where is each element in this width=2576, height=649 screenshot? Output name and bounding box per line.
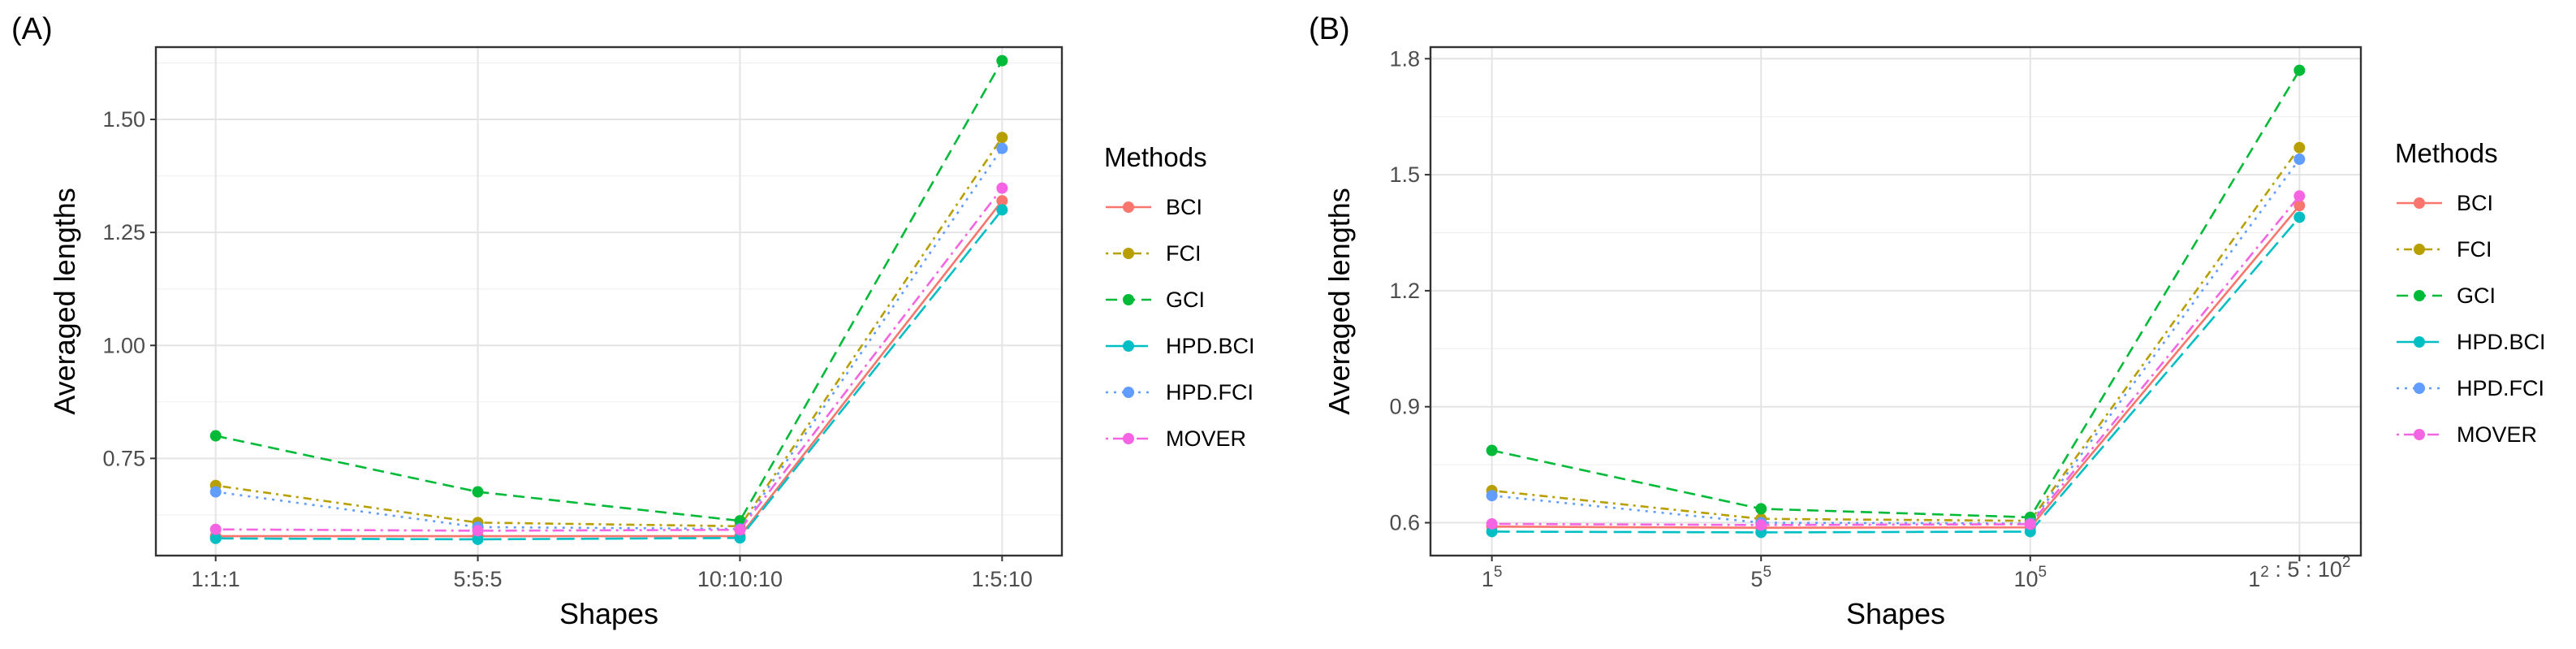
legend-key-marker	[2414, 383, 2425, 394]
legend-label-fci: FCI	[1166, 241, 1202, 266]
legend-label-bci: BCI	[1166, 195, 1202, 219]
x-tick-label: 1:1:1	[192, 567, 240, 591]
data-point-bci	[996, 195, 1008, 207]
series-line-fci	[215, 136, 1003, 528]
y-tick-label: 1.2	[1389, 279, 1420, 303]
data-point-hpd-fci	[209, 486, 222, 498]
data-point-bci	[2293, 200, 2306, 212]
panel-label: (B)	[1309, 12, 1350, 46]
series-line-mover	[215, 187, 1003, 532]
x-tick-label: 55	[1750, 564, 1771, 591]
data-point-mover	[1486, 517, 1498, 530]
data-point-hpd-bci	[996, 204, 1008, 216]
legend-title: Methods	[1104, 142, 1207, 172]
legend-key-marker	[2414, 290, 2425, 301]
legend-key-marker	[1123, 387, 1134, 398]
x-axis-title: Shapes	[559, 597, 658, 630]
data-point-gci	[209, 430, 222, 442]
x-tick-label: 15	[1482, 564, 1503, 591]
x-tick-label: 12 : 5 : 102	[2248, 554, 2350, 591]
x-tick-label: 105	[2013, 564, 2047, 591]
legend-key-marker	[2414, 244, 2425, 255]
legend-key-marker	[2414, 429, 2425, 440]
plot-area	[1430, 47, 2361, 556]
x-axis-title: Shapes	[1846, 597, 1945, 630]
legend: Methods BCI FCI GCI HPD.BCI HPD.FCI MOVER	[2395, 138, 2546, 447]
series-line-hpd-bci	[1491, 216, 2301, 534]
data-point-gci	[734, 515, 746, 527]
data-point-gci	[1486, 444, 1498, 456]
data-point-gci	[472, 486, 484, 498]
data-point-mover	[209, 523, 222, 535]
chart-panel-b: 0.6 0.9 1.2 1.5 1.8 15 55 105 12 : 5 : 102 (B) Sha…	[1309, 12, 2546, 630]
data-point-mover	[2024, 518, 2036, 530]
plot-area	[156, 47, 1062, 556]
legend-label-mover: MOVER	[1166, 426, 1246, 451]
series-line-mover	[1491, 195, 2301, 526]
data-point-hpd-bci	[2293, 211, 2306, 223]
data-point-fci	[996, 132, 1008, 144]
y-tick-label: 1.8	[1389, 46, 1420, 71]
legend: Methods BCI FCI GCI HPD.BCI HPD.FCI MOVER	[1104, 142, 1255, 451]
data-point-mover	[996, 182, 1008, 194]
data-point-fci	[2293, 141, 2306, 154]
data-point-hpd-bci	[209, 532, 222, 544]
data-point-gci	[1755, 503, 1767, 515]
data-point-gci	[2293, 64, 2306, 76]
legend-label-hpd-bci: HPD.BCI	[2457, 330, 2546, 354]
legend-label-hpd-bci: HPD.BCI	[1166, 334, 1255, 358]
legend-key-marker	[1123, 340, 1134, 352]
series-line-bci	[215, 200, 1003, 538]
legend-label-hpd-fci: HPD.FCI	[1166, 380, 1253, 405]
y-tick-label: 0.9	[1389, 395, 1420, 419]
data-point-gci	[996, 54, 1008, 67]
plot-border	[1429, 45, 2362, 557]
legend-key-marker	[1123, 201, 1134, 213]
y-tick-label: 1.5	[1389, 162, 1420, 187]
y-tick-label: 1.25	[102, 220, 145, 244]
data-point-hpd-fci	[996, 142, 1008, 154]
data-point-hpd-bci	[734, 532, 746, 544]
chart-panel-a: 0.75 1.00 1.25 1.50 1:1:1 5:5:5 10:10:10 1:5:10…	[11, 12, 1255, 630]
legend-label-bci: BCI	[2457, 191, 2493, 215]
legend-key-marker	[2414, 197, 2425, 209]
panel-label: (A)	[11, 12, 53, 46]
legend-label-gci: GCI	[1166, 288, 1205, 312]
y-axis-title: Averaged lengths	[48, 188, 81, 415]
x-tick-label: 1:5:10	[972, 567, 1033, 591]
series-line-hpd-fci	[215, 147, 1003, 530]
x-tick-label: 5:5:5	[454, 567, 503, 591]
data-point-hpd-bci	[472, 533, 484, 545]
legend-title: Methods	[2395, 138, 2498, 168]
data-point-mover	[734, 524, 746, 536]
data-point-hpd-fci	[1486, 490, 1498, 502]
y-tick-label: 1.00	[102, 333, 145, 357]
series-line-hpd-bci	[215, 209, 1003, 541]
legend-key-marker	[2414, 336, 2425, 348]
legend-key-marker	[1123, 294, 1134, 305]
series-line-gci	[215, 60, 1003, 522]
y-axis-title: Averaged lengths	[1323, 188, 1356, 415]
series-line-bci	[1491, 205, 2301, 530]
legend-label-gci: GCI	[2457, 283, 2496, 308]
data-point-mover	[2293, 190, 2306, 202]
data-point-mover	[1755, 519, 1767, 531]
legend-key-marker	[1123, 433, 1134, 444]
data-point-hpd-fci	[2293, 154, 2306, 166]
y-tick-label: 1.50	[102, 107, 145, 132]
legend-label-hpd-fci: HPD.FCI	[2457, 376, 2544, 400]
legend-key-marker	[1123, 248, 1134, 259]
x-tick-label: 10:10:10	[697, 567, 783, 591]
y-tick-label: 0.75	[102, 446, 145, 470]
legend-label-fci: FCI	[2457, 237, 2492, 262]
plot-border	[154, 45, 1064, 557]
data-point-mover	[472, 525, 484, 537]
series-line-gci	[1491, 69, 2301, 519]
legend-label-mover: MOVER	[2457, 422, 2537, 447]
y-tick-label: 0.6	[1389, 511, 1420, 535]
series-line-fci	[1491, 147, 2301, 522]
